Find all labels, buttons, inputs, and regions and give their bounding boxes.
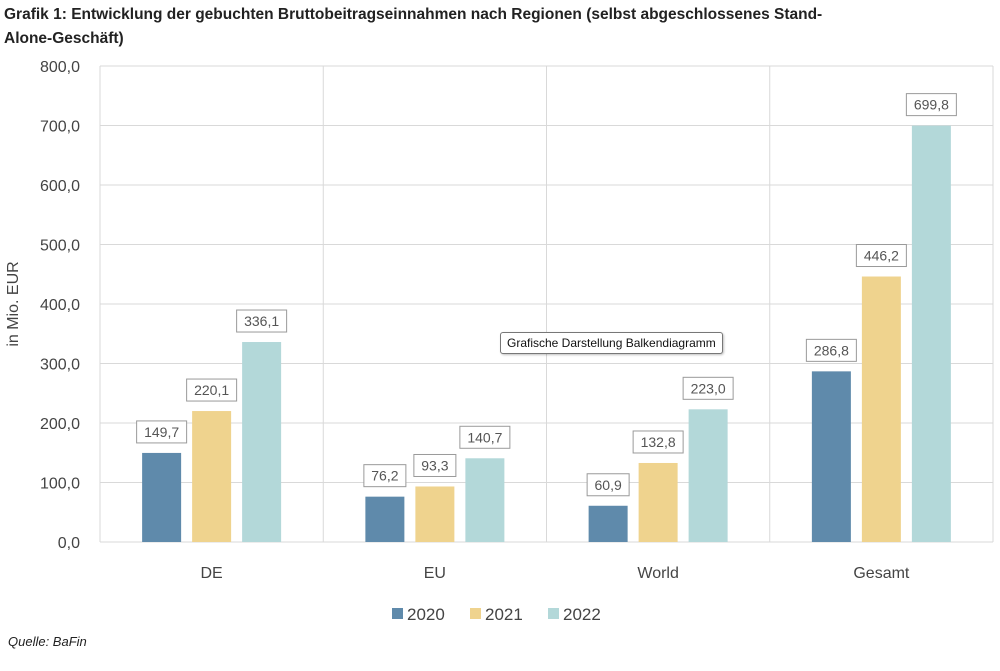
bar-de-2020 xyxy=(142,452,182,542)
data-label-box xyxy=(413,453,457,477)
data-label: 140,7 xyxy=(467,429,502,445)
bar-de-2021 xyxy=(192,411,232,542)
legend-label: 2021 xyxy=(485,605,523,624)
data-label-box xyxy=(905,93,957,117)
data-label: 220,1 xyxy=(194,382,229,398)
bar-world-2022 xyxy=(688,409,728,542)
data-label: 76,2 xyxy=(371,468,398,484)
chart-title: Grafik 1: Entwicklung der gebuchten Brut… xyxy=(4,3,994,51)
data-label-box xyxy=(136,420,188,444)
y-tick-label: 700,0 xyxy=(40,119,80,136)
bar-eu-2020 xyxy=(365,496,405,542)
y-tick-label: 500,0 xyxy=(40,238,80,255)
bar-world-2021 xyxy=(638,462,678,542)
data-label-box xyxy=(236,309,288,333)
source-note: Quelle: BaFin xyxy=(8,634,87,649)
legend-label: 2022 xyxy=(563,605,601,624)
data-label: 149,7 xyxy=(144,424,179,440)
data-label: 336,1 xyxy=(244,313,279,329)
data-label-box xyxy=(186,378,238,402)
legend-swatch-2021 xyxy=(470,608,481,619)
bar-de-2022 xyxy=(242,342,282,542)
data-label-box xyxy=(855,244,907,268)
bar-gesamt-2022 xyxy=(911,125,951,542)
data-label-box xyxy=(682,376,734,400)
x-tick-label: World xyxy=(637,565,679,582)
bar-gesamt-2020 xyxy=(811,371,851,542)
chart-tooltip: Grafische Darstellung Balkendiagramm xyxy=(500,332,723,354)
data-label: 446,2 xyxy=(864,248,899,264)
data-label: 286,8 xyxy=(814,342,849,358)
bar-eu-2021 xyxy=(415,486,455,542)
chart-title-line-1: Grafik 1: Entwicklung der gebuchten Brut… xyxy=(4,6,823,23)
y-axis-label: in Mio. EUR xyxy=(5,261,22,346)
legend-swatch-2022 xyxy=(548,608,559,619)
data-label-box xyxy=(586,473,630,497)
data-label-box xyxy=(363,464,407,488)
y-tick-label: 200,0 xyxy=(40,416,80,433)
y-tick-label: 400,0 xyxy=(40,297,80,314)
y-tick-label: 300,0 xyxy=(40,357,80,374)
y-tick-label: 800,0 xyxy=(40,59,80,76)
y-tick-label: 600,0 xyxy=(40,178,80,195)
data-label-box xyxy=(805,338,857,362)
data-label: 699,8 xyxy=(914,97,949,113)
data-label: 60,9 xyxy=(595,477,622,493)
x-tick-label: Gesamt xyxy=(853,565,910,582)
data-label: 223,0 xyxy=(691,380,726,396)
data-label: 93,3 xyxy=(421,457,448,473)
y-tick-label: 100,0 xyxy=(40,476,80,493)
data-label-box xyxy=(632,430,684,454)
data-label-box xyxy=(459,425,511,449)
x-tick-label: DE xyxy=(201,565,223,582)
y-tick-label: 0,0 xyxy=(58,535,80,552)
chart-title-line-2: Alone-Geschäft) xyxy=(4,30,124,47)
bar-eu-2022 xyxy=(465,458,505,542)
bar-world-2020 xyxy=(588,505,628,542)
x-tick-label: EU xyxy=(424,565,446,582)
legend-label: 2020 xyxy=(407,605,445,624)
bar-gesamt-2021 xyxy=(861,276,901,542)
data-label: 132,8 xyxy=(641,434,676,450)
legend-swatch-2020 xyxy=(392,608,403,619)
